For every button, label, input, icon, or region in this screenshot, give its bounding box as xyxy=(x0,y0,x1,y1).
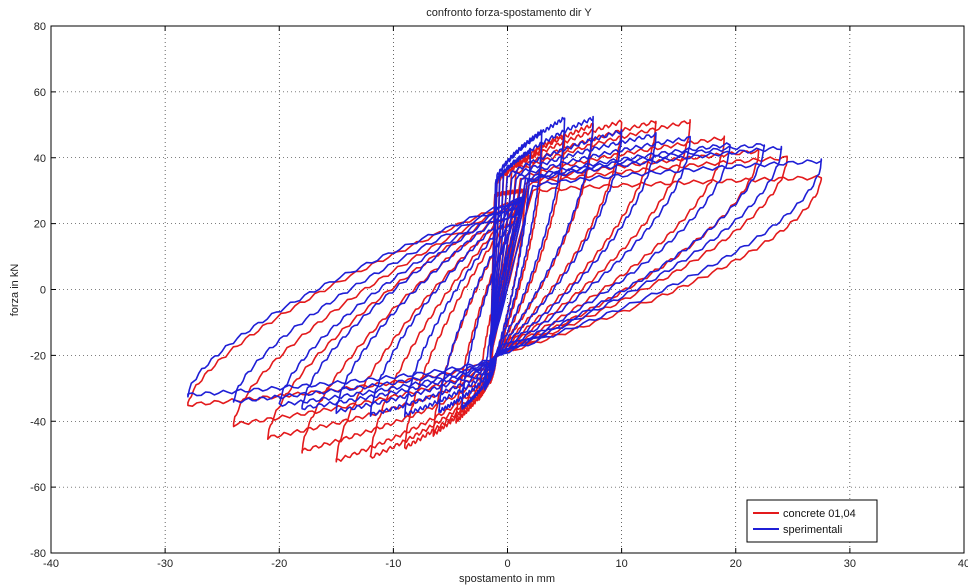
y-tick-label: 0 xyxy=(40,285,46,297)
y-axis-title: forza in kN xyxy=(9,264,21,317)
x-tick-label: -30 xyxy=(157,558,173,570)
ticks: -40 -30 -20 -10 0 10 20 30 40 -80 -60 -40 -20 0 20 40 60… xyxy=(30,21,968,570)
x-tick-label: 10 xyxy=(616,558,628,570)
y-tick-label: 40 xyxy=(34,153,46,165)
y-tick-label: 80 xyxy=(34,21,46,33)
chart-title: confronto forza-spostamento dir Y xyxy=(426,7,592,19)
x-tick-label: -20 xyxy=(271,558,287,570)
y-tick-label: 60 xyxy=(34,87,46,99)
x-tick-label: -10 xyxy=(385,558,401,570)
y-tick-label: -20 xyxy=(30,350,46,362)
legend: concrete 01,04 sperimentali xyxy=(746,499,878,543)
y-tick-label: 20 xyxy=(34,219,46,231)
x-tick-label: -40 xyxy=(43,558,59,570)
legend-box xyxy=(746,499,878,543)
x-axis-title: spostamento in mm xyxy=(459,573,555,585)
grid xyxy=(51,26,964,553)
legend-label: concrete 01,04 xyxy=(783,508,856,520)
x-tick-label: 20 xyxy=(730,558,742,570)
x-tick-label: 40 xyxy=(958,558,968,570)
y-tick-label: -40 xyxy=(30,416,46,428)
y-tick-label: -60 xyxy=(30,482,46,494)
series-sperimentali xyxy=(187,115,823,418)
x-tick-label: 0 xyxy=(504,558,510,570)
y-tick-label: -80 xyxy=(30,548,46,560)
series-line xyxy=(187,158,823,398)
x-tick-label: 30 xyxy=(844,558,856,570)
legend-label: sperimentali xyxy=(783,524,842,536)
series-layer xyxy=(187,115,823,463)
